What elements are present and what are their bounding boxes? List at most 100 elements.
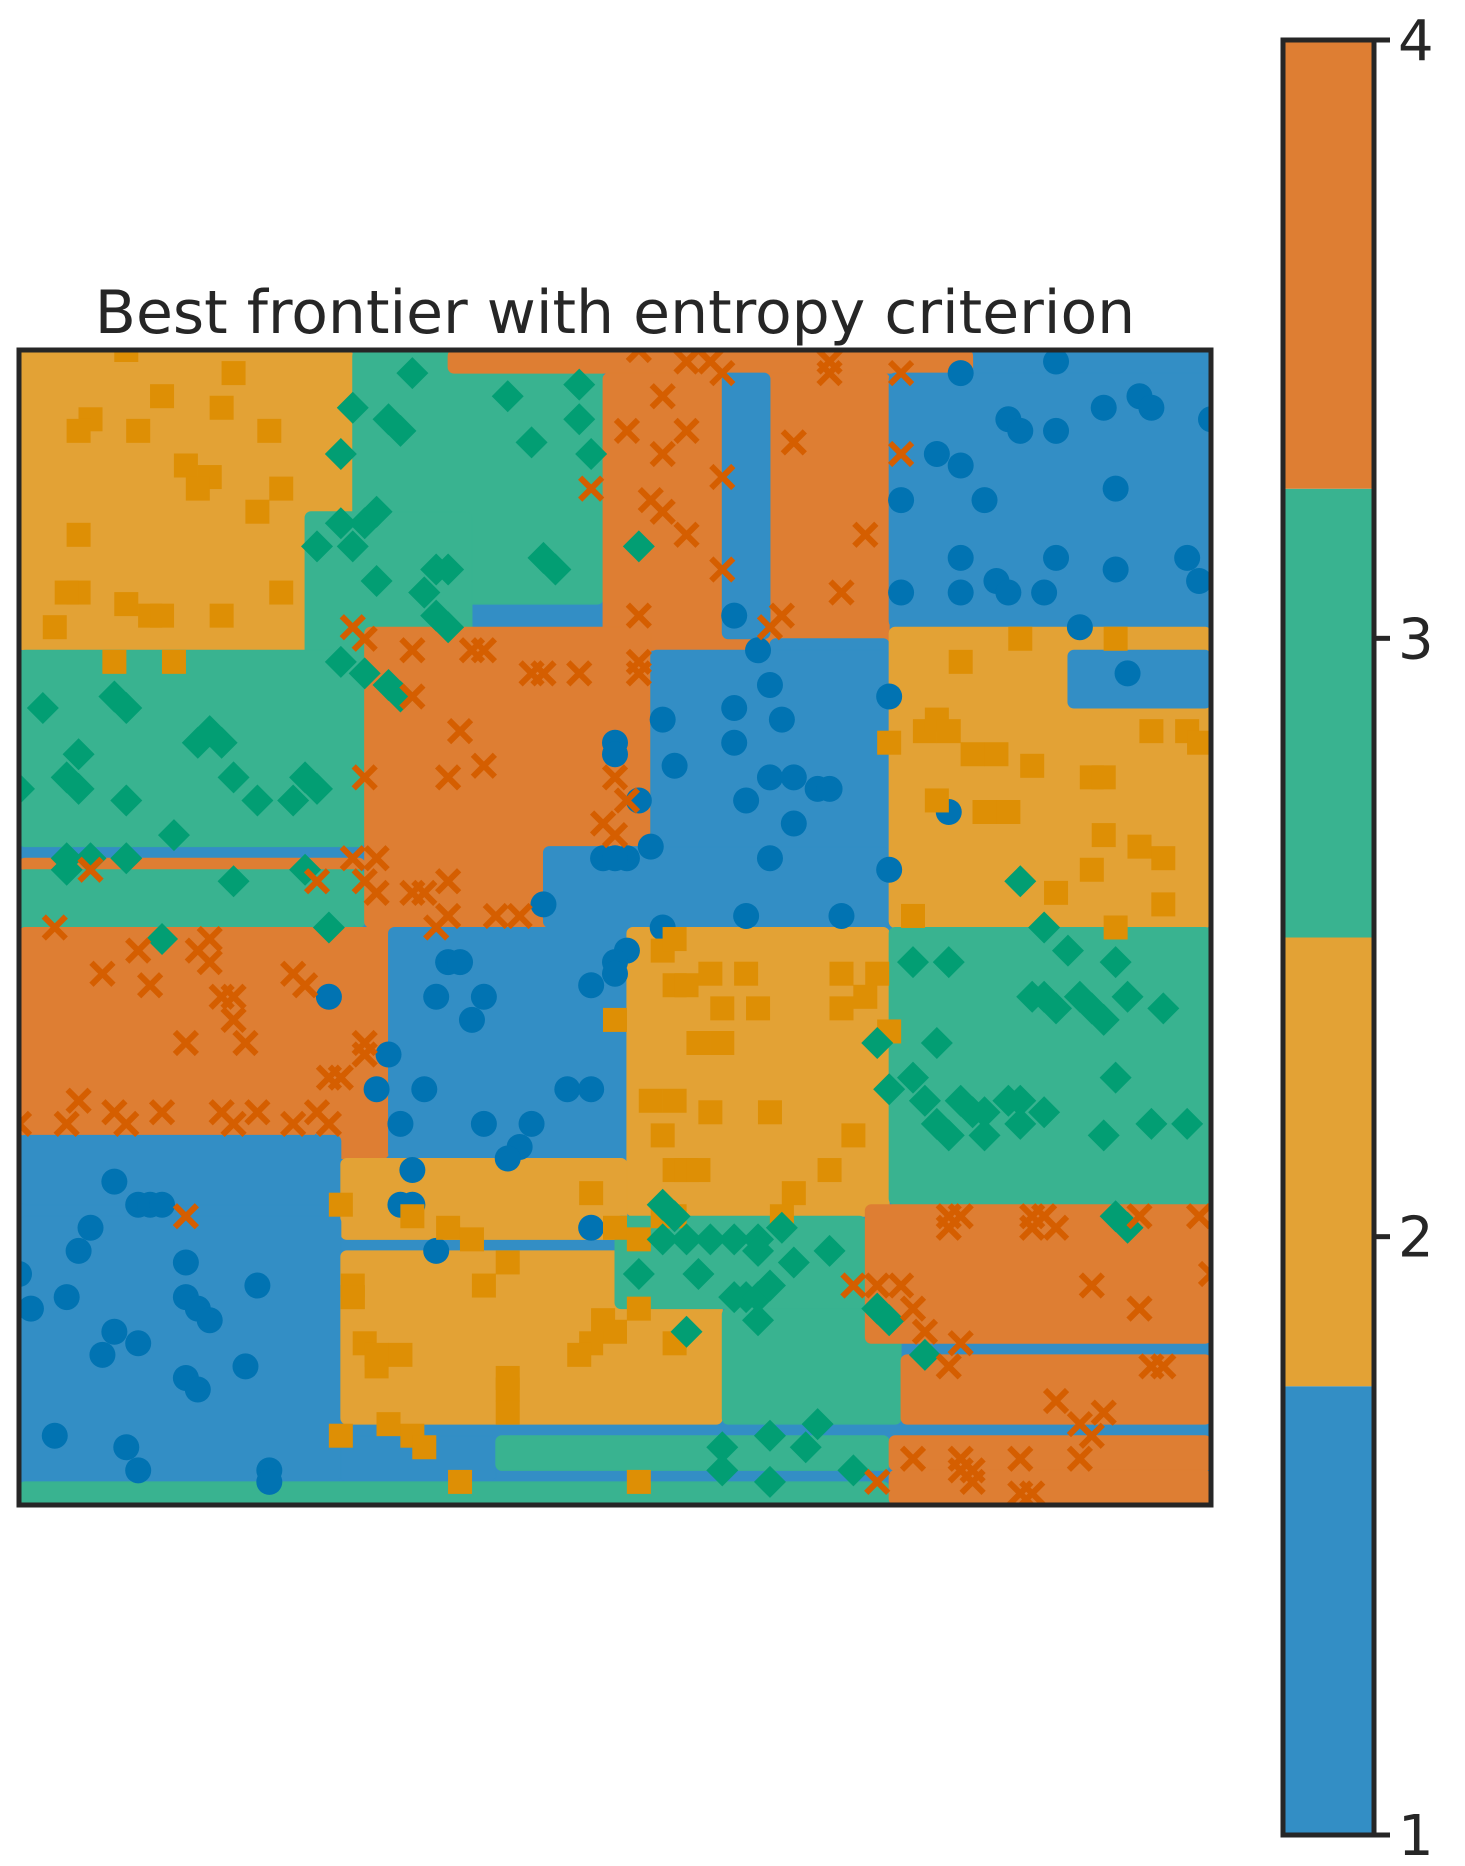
colorbar-tick-label: 2 — [1398, 1206, 1434, 1271]
point-class-1 — [828, 902, 855, 929]
point-class-4 — [351, 764, 378, 791]
point-class-3 — [908, 1338, 941, 1371]
point-class-4 — [1126, 1203, 1153, 1230]
point-class-1 — [149, 1191, 176, 1218]
point-class-4 — [172, 1029, 200, 1057]
point-class-3 — [360, 565, 393, 597]
point-class-4 — [339, 845, 366, 872]
point-class-1 — [244, 1272, 271, 1299]
point-class-2 — [626, 1296, 651, 1321]
point-class-2 — [960, 742, 985, 767]
colorbar-tick-label: 3 — [1398, 607, 1434, 672]
point-class-3 — [539, 553, 572, 586]
point-class-4 — [220, 1110, 247, 1137]
point-class-2 — [603, 1007, 627, 1032]
point-class-2 — [436, 1215, 461, 1240]
point-class-2 — [400, 1204, 425, 1229]
point-class-4 — [470, 752, 498, 779]
point-class-1 — [947, 452, 974, 479]
point-class-2 — [924, 788, 949, 813]
point-class-2 — [102, 649, 127, 674]
point-class-2 — [757, 1100, 782, 1125]
point-class-2 — [901, 903, 925, 928]
point-class-1 — [756, 845, 783, 872]
point-class-4 — [649, 440, 676, 468]
point-class-2 — [579, 1181, 604, 1206]
point-class-4 — [446, 718, 474, 745]
region-class-1 — [1067, 649, 1211, 709]
point-class-1 — [756, 671, 783, 698]
point-class-3 — [432, 611, 465, 644]
point-class-4 — [1197, 1260, 1211, 1288]
point-class-3 — [908, 1084, 941, 1117]
point-class-3 — [718, 1223, 751, 1256]
point-class-4 — [1090, 1399, 1117, 1426]
point-class-4 — [423, 914, 450, 941]
point-class-1 — [387, 1110, 414, 1137]
point-class-3 — [897, 946, 929, 979]
point-class-3 — [1051, 934, 1084, 967]
point-class-4 — [1019, 1480, 1046, 1505]
point-class-2 — [328, 1192, 353, 1217]
point-class-4 — [1019, 1214, 1046, 1241]
point-class-1 — [1102, 556, 1129, 583]
point-class-1 — [89, 1341, 116, 1368]
point-class-2 — [412, 1435, 437, 1460]
point-class-3 — [324, 507, 357, 540]
point-class-1 — [125, 1457, 152, 1484]
point-class-2 — [817, 1158, 842, 1183]
point-class-2 — [626, 1469, 651, 1494]
point-class-1 — [876, 856, 903, 883]
point-class-2 — [1151, 846, 1176, 871]
point-class-3 — [694, 1223, 727, 1256]
point-class-2 — [686, 1031, 711, 1055]
point-class-1 — [649, 706, 676, 733]
point-class-3 — [968, 1119, 1001, 1152]
point-class-3 — [396, 357, 429, 390]
point-class-1 — [1186, 568, 1211, 594]
point-class-3 — [110, 842, 143, 875]
point-class-4 — [482, 902, 509, 930]
point-class-4 — [196, 949, 223, 976]
point-class-3 — [1099, 946, 1132, 979]
point-class-4 — [41, 914, 68, 941]
point-class-1 — [947, 360, 974, 387]
point-class-3 — [563, 403, 596, 436]
point-class-2 — [495, 1377, 520, 1402]
point-class-3 — [217, 865, 250, 898]
point-class-4 — [816, 359, 843, 387]
point-class-1 — [470, 1110, 497, 1137]
point-class-1 — [947, 544, 974, 571]
point-class-3 — [897, 1061, 929, 1094]
point-class-2 — [662, 1088, 687, 1113]
point-class-2 — [1079, 857, 1104, 882]
point-class-3 — [1171, 1107, 1204, 1140]
point-class-1 — [375, 1041, 402, 1068]
point-class-4 — [828, 579, 855, 606]
point-class-2 — [662, 927, 687, 952]
point-class-2 — [734, 961, 759, 986]
point-class-2 — [471, 1273, 496, 1298]
point-class-1 — [494, 1145, 521, 1172]
point-class-4 — [864, 1272, 891, 1299]
point-class-1 — [1031, 579, 1058, 606]
point-class-1 — [1043, 417, 1070, 444]
point-class-1 — [888, 579, 915, 606]
point-class-1 — [101, 1168, 128, 1195]
point-class-4 — [65, 1087, 92, 1114]
point-class-4 — [148, 1099, 176, 1126]
point-class-2 — [567, 1342, 592, 1367]
point-class-4 — [399, 683, 426, 710]
point-class-1 — [77, 1214, 104, 1241]
point-class-2 — [1139, 719, 1164, 744]
point-class-1 — [518, 1110, 545, 1137]
point-class-1 — [470, 983, 497, 1010]
data-points — [19, 350, 1211, 1505]
point-class-4 — [709, 556, 736, 583]
point-class-2 — [459, 1227, 484, 1252]
point-class-1 — [53, 1284, 80, 1311]
point-class-3 — [813, 1234, 846, 1267]
point-class-1 — [554, 1076, 581, 1103]
point-class-4 — [470, 637, 498, 664]
point-class-3 — [753, 1419, 786, 1452]
